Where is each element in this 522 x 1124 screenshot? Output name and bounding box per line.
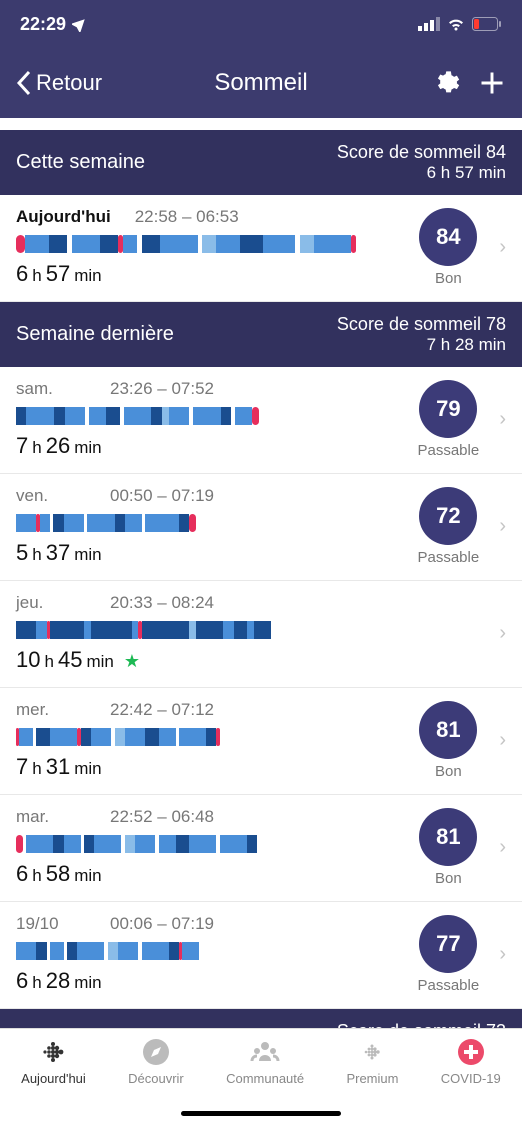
score-circle: 79 (419, 380, 477, 438)
tab-today[interactable]: Aujourd'hui (21, 1037, 86, 1124)
row-duration: 7h 31min (16, 754, 403, 780)
section-score: Score de sommeil 78 (337, 314, 506, 335)
row-duration: 7h 26min (16, 433, 403, 459)
sleep-stages-bar (16, 407, 356, 425)
status-bar: 22:29 (0, 0, 522, 48)
chevron-right-icon: › (493, 836, 506, 859)
score-column: 81 Bon (403, 808, 493, 887)
score-column: 79 Passable (403, 380, 493, 459)
wifi-icon (446, 17, 466, 32)
row-time-range: 22:52 – 06:48 (110, 807, 214, 827)
section-score: Score de sommeil 84 (337, 142, 506, 163)
score-circle: 81 (419, 701, 477, 759)
sleep-row[interactable]: ven. 00:50 – 07:19 5h 37min 72 Passable … (0, 474, 522, 581)
tab-discover[interactable]: Découvrir (128, 1037, 184, 1124)
score-rating: Bon (435, 763, 462, 780)
score-column: 72 Passable (403, 487, 493, 566)
signal-icon (418, 17, 440, 31)
chevron-left-icon (16, 70, 32, 96)
battery-icon (472, 17, 502, 31)
row-duration: 6h 28min (16, 968, 403, 994)
row-day: 19/10 (16, 914, 86, 934)
chevron-right-icon: › (493, 236, 506, 259)
sleep-stages-bar (16, 514, 356, 532)
chevron-right-icon: › (493, 943, 506, 966)
score-rating: Passable (417, 549, 479, 566)
section-duration: 7 h 28 min (337, 335, 506, 355)
location-icon (72, 16, 88, 32)
row-time-range: 23:26 – 07:52 (110, 379, 214, 399)
row-time-range: 00:06 – 07:19 (110, 914, 214, 934)
row-duration: 5h 37min (16, 540, 403, 566)
tab-label: Premium (346, 1071, 398, 1086)
tab-bar: Aujourd'hui Découvrir Communauté Premium… (0, 1028, 522, 1124)
compass-icon (141, 1037, 171, 1067)
section-label: Semaine dernière (16, 323, 174, 346)
chevron-right-icon: › (493, 515, 506, 538)
page-title: Sommeil (214, 69, 307, 97)
chevron-right-icon: › (493, 729, 506, 752)
tab-label: Découvrir (128, 1071, 184, 1086)
sleep-row[interactable]: jeu. 20:33 – 08:24 10h 45min ★ › (0, 581, 522, 688)
score-rating: Passable (417, 977, 479, 994)
sleep-stages-bar (16, 942, 356, 960)
row-day: mar. (16, 807, 86, 827)
row-time-range: 22:58 – 06:53 (135, 207, 239, 227)
tab-label: Communauté (226, 1071, 304, 1086)
row-duration: 6h 58min (16, 861, 403, 887)
sleep-stages-bar (16, 235, 356, 253)
sleep-row[interactable]: Aujourd'hui 22:58 – 06:53 6h 57min 84 Bo… (0, 195, 522, 302)
score-circle: 72 (419, 487, 477, 545)
sleep-stages-bar (16, 835, 356, 853)
row-day: jeu. (16, 593, 86, 613)
row-time-range: 20:33 – 08:24 (110, 593, 214, 613)
row-day: mer. (16, 700, 86, 720)
medical-icon (456, 1037, 486, 1067)
nav-bar: Retour Sommeil (0, 48, 522, 118)
score-column: 84 Bon (403, 208, 493, 287)
score-circle: 84 (419, 208, 477, 266)
score-circle: 77 (419, 915, 477, 973)
score-rating: Passable (417, 442, 479, 459)
status-time: 22:29 (20, 14, 66, 35)
premium-icon (357, 1037, 387, 1067)
sleep-row[interactable]: mar. 22:52 – 06:48 6h 58min 81 Bon › (0, 795, 522, 902)
score-column: 77 Passable (403, 915, 493, 994)
section-header: Cette semaine Score de sommeil 84 6 h 57… (0, 130, 522, 195)
section-label: Cette semaine (16, 151, 145, 174)
sleep-row[interactable]: sam. 23:26 – 07:52 7h 26min 79 Passable … (0, 367, 522, 474)
score-rating: Bon (435, 270, 462, 287)
tab-label: Aujourd'hui (21, 1071, 86, 1086)
row-duration: 10h 45min ★ (16, 647, 403, 673)
sleep-stages-bar (16, 621, 356, 639)
fitbit-icon (38, 1037, 68, 1067)
score-rating: Bon (435, 870, 462, 887)
star-icon: ★ (124, 651, 140, 672)
home-indicator[interactable] (181, 1111, 341, 1116)
gear-icon[interactable] (432, 69, 460, 97)
chevron-right-icon: › (493, 622, 506, 645)
row-day: Aujourd'hui (16, 207, 111, 227)
sleep-row[interactable]: mer. 22:42 – 07:12 7h 31min 81 Bon › (0, 688, 522, 795)
sleep-stages-bar (16, 728, 356, 746)
chevron-right-icon: › (493, 408, 506, 431)
row-day: ven. (16, 486, 86, 506)
row-time-range: 00:50 – 07:19 (110, 486, 214, 506)
row-duration: 6h 57min (16, 261, 403, 287)
score-circle: 81 (419, 808, 477, 866)
community-icon (250, 1037, 280, 1067)
tab-label: COVID-19 (441, 1071, 501, 1086)
tab-premium[interactable]: Premium (346, 1037, 398, 1124)
section-duration: 6 h 57 min (337, 163, 506, 183)
plus-icon[interactable] (478, 69, 506, 97)
back-button[interactable]: Retour (16, 70, 102, 96)
tab-covid[interactable]: COVID-19 (441, 1037, 501, 1124)
section-header: Semaine dernière Score de sommeil 78 7 h… (0, 302, 522, 367)
row-time-range: 22:42 – 07:12 (110, 700, 214, 720)
row-day: sam. (16, 379, 86, 399)
score-column: 81 Bon (403, 701, 493, 780)
sleep-row[interactable]: 19/10 00:06 – 07:19 6h 28min 77 Passable… (0, 902, 522, 1009)
